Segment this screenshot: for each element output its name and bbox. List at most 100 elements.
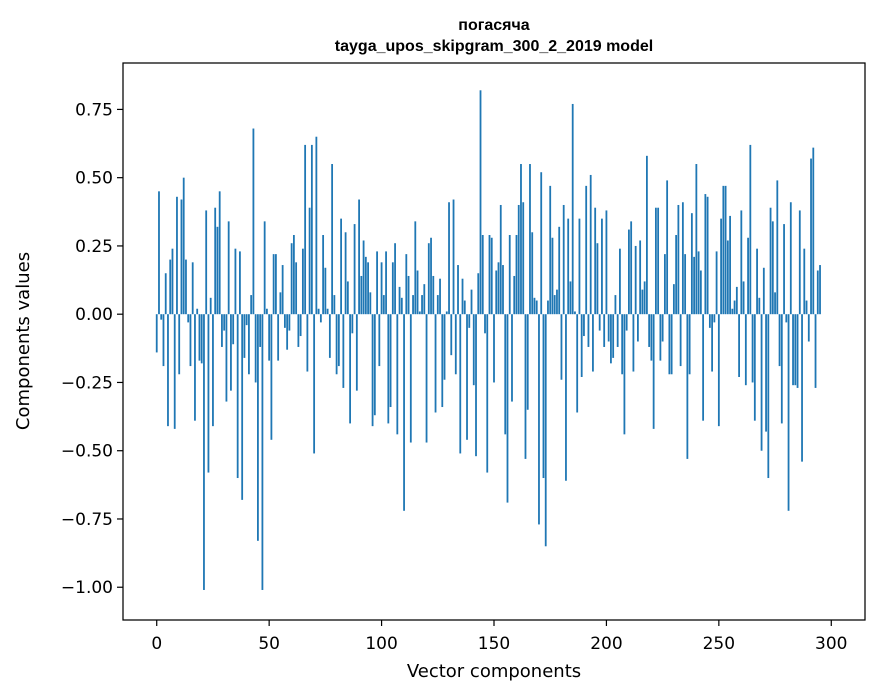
bar-288	[803, 248, 806, 315]
y-tick-label: 0.25	[75, 237, 113, 257]
bar-66	[304, 144, 307, 315]
bar-154	[502, 265, 504, 315]
bar-205	[616, 314, 619, 347]
bar-97	[373, 314, 376, 416]
bar-85	[346, 281, 349, 315]
bar-255	[729, 215, 731, 315]
bar-142	[475, 314, 477, 457]
bar-218	[646, 155, 648, 315]
bar-51	[270, 314, 273, 440]
bar-47	[261, 314, 264, 590]
bar-24	[209, 297, 212, 315]
bar-73	[319, 314, 322, 323]
bar-63	[297, 314, 300, 347]
x-tick-label: 150	[478, 634, 510, 654]
bar-72	[317, 308, 320, 315]
bar-80	[335, 314, 338, 375]
bar-52	[272, 254, 275, 315]
bar-196	[596, 243, 599, 315]
bar-212	[632, 314, 635, 372]
bar-40	[245, 314, 248, 326]
bar-247	[711, 314, 713, 372]
bar-10	[178, 314, 181, 375]
bar-32	[227, 221, 230, 315]
bar-136	[461, 278, 464, 315]
bar-113	[409, 314, 412, 443]
bar-26	[214, 207, 217, 315]
bar-287	[801, 314, 803, 462]
bar-238	[690, 213, 693, 315]
bar-120	[425, 314, 428, 443]
bar-125	[436, 295, 439, 315]
bar-250	[717, 314, 720, 427]
bar-206	[619, 248, 621, 315]
bar-98	[376, 251, 378, 315]
bar-230	[672, 284, 675, 315]
bar-172	[542, 314, 545, 479]
bar-60	[290, 243, 293, 315]
bar-89	[355, 314, 358, 391]
bar-123	[432, 275, 435, 315]
x-axis-label: Vector components	[407, 661, 581, 682]
bar-163	[522, 202, 525, 315]
bar-11	[180, 199, 183, 315]
bar-175	[549, 185, 552, 315]
bar-139	[468, 314, 471, 328]
bar-194	[592, 314, 594, 372]
y-tick-label: 0.50	[75, 169, 113, 189]
bar-217	[643, 281, 646, 315]
bar-270	[762, 267, 765, 315]
bar-176	[551, 237, 554, 315]
bar-272	[767, 314, 770, 479]
bar-179	[558, 226, 561, 315]
x-tick-label: 0	[151, 634, 162, 654]
bar-76	[326, 308, 329, 315]
bar-71	[315, 136, 318, 315]
bar-23	[207, 314, 210, 473]
bar-126	[439, 278, 441, 315]
bar-193	[589, 174, 592, 315]
bar-236	[686, 314, 689, 459]
bar-99	[378, 314, 381, 367]
bar-59	[288, 314, 291, 331]
bar-223	[657, 207, 660, 315]
bar-25	[212, 314, 214, 427]
bar-295	[819, 265, 821, 315]
bar-227	[666, 180, 669, 315]
bar-84	[344, 232, 347, 315]
bar-53	[275, 254, 277, 315]
bar-116	[416, 270, 419, 315]
bar-131	[450, 314, 453, 356]
bar-77	[328, 314, 331, 358]
bar-118	[421, 295, 423, 315]
bar-127	[441, 314, 444, 408]
bar-37	[239, 251, 241, 315]
bar-190	[583, 314, 585, 337]
bar-4	[164, 273, 167, 315]
bar-130	[448, 202, 450, 315]
bar-43	[252, 128, 255, 315]
bar-19	[198, 314, 201, 361]
bar-203	[612, 314, 615, 358]
bar-122	[430, 237, 432, 315]
bar-92	[362, 240, 365, 315]
bar-162	[520, 164, 522, 315]
bar-253	[724, 185, 727, 315]
bar-283	[792, 314, 794, 386]
bar-290	[807, 314, 810, 342]
bar-208	[623, 314, 626, 435]
bar-273	[769, 207, 772, 315]
bar-207	[621, 314, 624, 375]
bar-18	[196, 308, 199, 315]
bar-67	[306, 314, 309, 372]
bar-36	[236, 314, 239, 479]
bar-271	[765, 314, 767, 432]
bar-91	[360, 275, 363, 315]
bar-243	[702, 314, 705, 421]
bar-187	[576, 314, 579, 413]
bar-50	[268, 314, 271, 361]
bar-56	[281, 265, 284, 315]
bar-22	[205, 210, 208, 315]
bar-114	[412, 295, 414, 315]
